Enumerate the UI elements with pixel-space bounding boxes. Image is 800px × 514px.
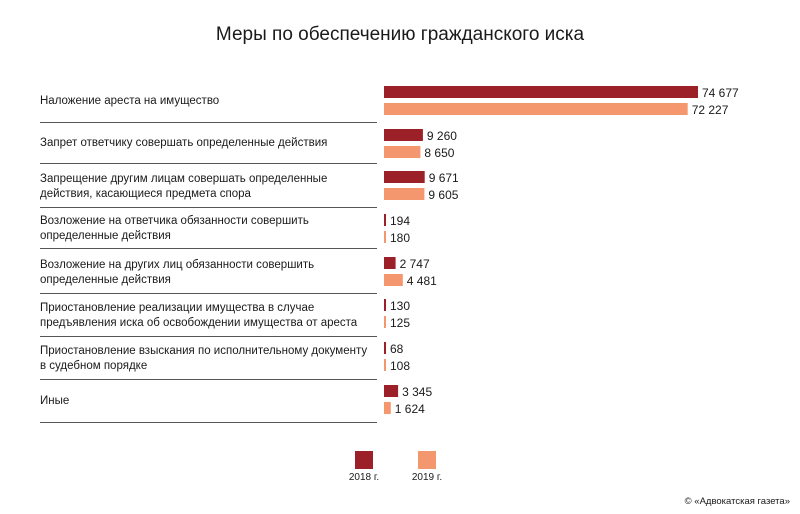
bar-2018 [384, 86, 698, 98]
bar-value-label: 130 [390, 299, 410, 313]
category-row: Приостановление реализации имущества в с… [40, 295, 377, 337]
bar-2018 [384, 214, 386, 226]
category-row: Приостановление взыскания по исполнитель… [40, 338, 377, 380]
category-row: Иные [40, 381, 377, 423]
category-label: Иные [40, 395, 70, 407]
category-label: Запрет ответчику совершать определенные … [40, 136, 328, 149]
bar-value-label: 9 605 [428, 188, 458, 202]
category-label: Приостановление взыскания по исполнитель… [40, 344, 368, 372]
bar-2019 [384, 231, 386, 243]
category-row: Возложение на других лиц обязанности сов… [40, 252, 377, 294]
legend-label-2019: 2019 г. [411, 472, 443, 483]
bar-2018 [384, 171, 425, 183]
chart-title: Меры по обеспечению гражданского иска [215, 24, 585, 45]
category-row: Запрещение другим лицам совершать опреде… [40, 166, 377, 208]
bar-value-label: 9 671 [429, 171, 459, 185]
bar-2019 [384, 402, 391, 414]
category-row: Возложение на ответчика обязанности сове… [40, 209, 377, 249]
bar-2018 [384, 257, 396, 269]
category-row: Наложение ареста на имущество [40, 80, 377, 123]
bar-value-label: 3 345 [402, 385, 432, 399]
legend-swatch-2018 [355, 451, 373, 469]
bar-value-label: 194 [390, 214, 410, 228]
bar-2018 [384, 385, 399, 397]
legend-item-2018: 2018 г. [334, 451, 394, 483]
legend-item-2019: 2019 г. [397, 451, 457, 483]
bar-value-label: 2 747 [400, 257, 430, 271]
bar-2019 [384, 103, 688, 115]
bar-value-label: 1 624 [395, 402, 425, 416]
category-label: Запрещение другим лицам совершать опреде… [40, 172, 328, 200]
bar-value-label: 8 650 [424, 146, 454, 160]
bar-value-label: 9 260 [427, 129, 457, 143]
category-label: Возложение на других лиц обязанности сов… [40, 258, 315, 286]
bar-2018 [384, 342, 386, 354]
category-label: Наложение ареста на имущество [40, 94, 220, 107]
bar-value-label: 74 677 [702, 86, 739, 100]
bar-value-label: 108 [390, 359, 410, 373]
bar-2018 [384, 299, 386, 311]
bar-2019 [384, 146, 421, 158]
bar-2019 [384, 359, 386, 371]
bar-value-label: 4 481 [407, 274, 437, 288]
credit-text: © «Адвокатская газета» [684, 496, 790, 507]
bar-2019 [384, 274, 403, 286]
category-row: Запрет ответчику совершать определенные … [40, 123, 377, 164]
bar-value-label: 125 [390, 316, 410, 330]
bar-value-label: 72 227 [692, 103, 729, 117]
bar-value-label: 180 [390, 231, 410, 245]
legend-label-2018: 2018 г. [348, 472, 380, 483]
category-label: Возложение на ответчика обязанности сове… [40, 214, 309, 242]
bar-2019 [384, 188, 425, 200]
bar-2018 [384, 129, 423, 141]
bar-value-label: 68 [390, 342, 404, 356]
category-label: Приостановление реализации имущества в с… [40, 301, 358, 329]
legend-swatch-2019 [418, 451, 436, 469]
bar-2019 [384, 316, 386, 328]
